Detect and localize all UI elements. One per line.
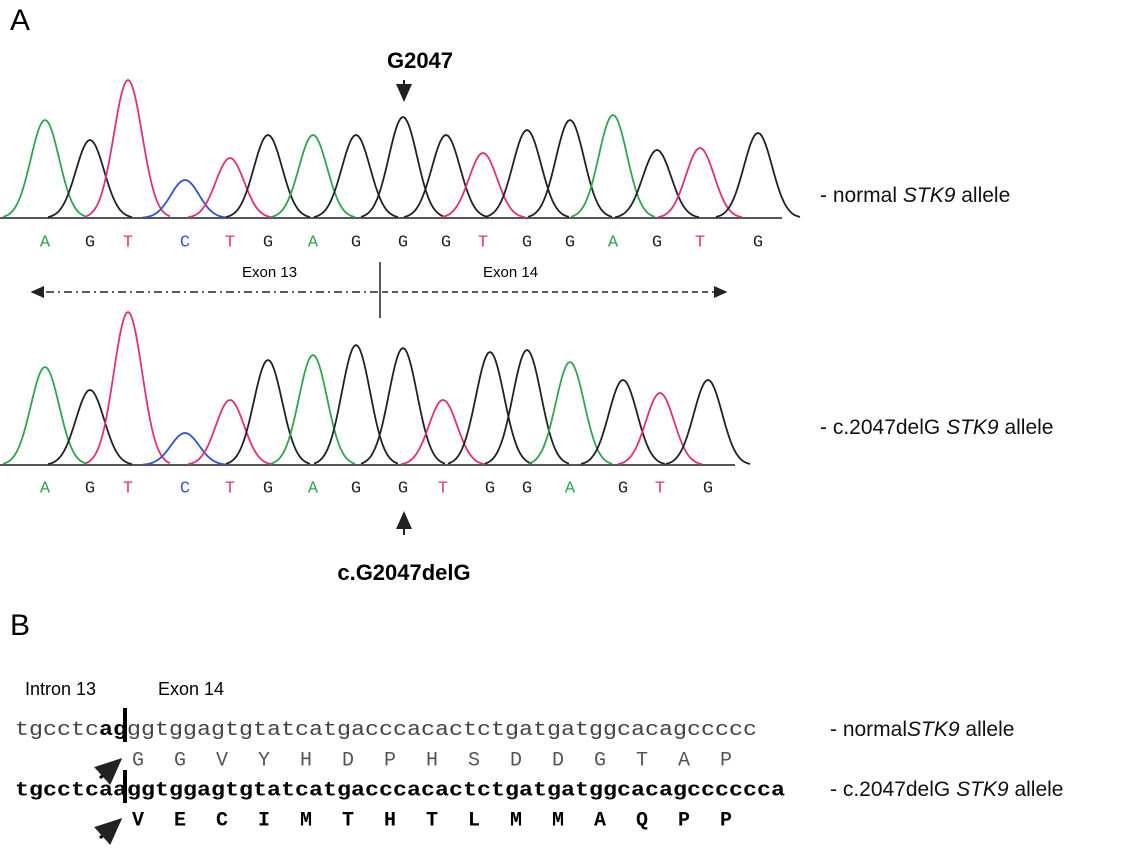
amino-acid: P (720, 809, 732, 832)
amino-acid: P (678, 809, 690, 832)
base-call: T (123, 233, 133, 252)
amino-acid: T (636, 749, 648, 772)
base-call: G (522, 233, 532, 252)
allele-label: - normalSTK9 allele (830, 718, 1014, 741)
amino-acid: E (174, 809, 186, 832)
trace-peak (485, 130, 569, 217)
base-call: A (308, 479, 319, 498)
base-call: A (565, 479, 576, 498)
base-call: G (703, 479, 713, 498)
panel-label: A (10, 4, 30, 37)
amino-acid: H (426, 749, 438, 772)
base-call: A (40, 233, 51, 252)
figure: A G2047 - normal STK9 allele Exon 14 Exo… (0, 0, 1145, 854)
amino-acid: G (132, 749, 144, 772)
panel-label: B (10, 609, 30, 642)
marker-label: G2047 (387, 48, 453, 73)
base-call: T (225, 479, 235, 498)
exon-label: Exon 13 (242, 264, 297, 281)
amino-acid: C (216, 809, 228, 832)
region-label: Exon 14 (158, 679, 224, 699)
base-call: G (85, 233, 95, 252)
trace-peak (48, 390, 132, 464)
base-call: G (618, 479, 628, 498)
amino-acid: Q (636, 809, 648, 832)
mutant-sequence: tgcctcaaggtggagtgtatcatgacccacactctgatga… (15, 779, 785, 802)
exon-label: Exon 14 (483, 264, 538, 281)
amino-acid: A (678, 749, 690, 772)
amino-acid: H (300, 749, 312, 772)
trace-peak (188, 158, 272, 217)
trace-peak (716, 133, 800, 217)
trace-peak (3, 367, 87, 464)
base-call: G (351, 233, 361, 252)
amino-acid: M (300, 809, 312, 832)
base-call: G (485, 479, 495, 498)
trace-peak (571, 115, 655, 217)
base-call: A (308, 233, 319, 252)
amino-acid: D (510, 749, 522, 772)
base-call: G (351, 479, 361, 498)
base-call: T (478, 233, 488, 252)
amino-acid: V (132, 809, 144, 832)
base-call: T (695, 233, 705, 252)
amino-acid: V (216, 749, 228, 772)
amino-acid: M (510, 809, 522, 832)
trace-peak (86, 312, 170, 463)
trace-peak (528, 362, 612, 464)
base-call: T (655, 479, 665, 498)
allele-label: - c.2047delG STK9 allele (820, 416, 1053, 439)
region-label: Intron 13 (25, 679, 96, 699)
base-call: T (438, 479, 448, 498)
base-call: G (652, 233, 662, 252)
splice-arrow (100, 760, 120, 778)
base-call: G (565, 233, 575, 252)
trace-peak (143, 433, 227, 465)
trace-peak (404, 135, 488, 217)
amino-acid: M (552, 809, 564, 832)
trace-peak (86, 80, 170, 216)
amino-acid: S (468, 749, 480, 772)
mutation-label: c.G2047delG (337, 560, 470, 585)
allele-label: - c.2047delG STK9 allele (830, 778, 1063, 801)
amino-acid: G (174, 749, 186, 772)
base-call: G (85, 479, 95, 498)
amino-acid: T (342, 809, 354, 832)
base-call: G (441, 233, 451, 252)
amino-acid: A (594, 809, 606, 832)
base-call: A (608, 233, 619, 252)
base-call: C (180, 479, 190, 498)
base-call: C (180, 233, 190, 252)
trace-peak (441, 153, 525, 217)
trace-peak (48, 140, 132, 217)
base-call: G (398, 479, 408, 498)
base-call: A (40, 479, 51, 498)
amino-acid: Y (258, 749, 270, 772)
base-call: G (753, 233, 763, 252)
trace-peak (314, 345, 398, 464)
trace-peak (314, 135, 398, 217)
trace-peak (3, 120, 87, 217)
trace-peak (528, 120, 612, 217)
amino-acid: D (552, 749, 564, 772)
base-call: G (522, 479, 532, 498)
allele-label: - normal STK9 allele (820, 184, 1010, 207)
trace-peak (188, 400, 272, 464)
splice-arrow (100, 820, 120, 838)
amino-acid: T (426, 809, 438, 832)
amino-acid: G (594, 749, 606, 772)
amino-acid: P (720, 749, 732, 772)
base-call: T (123, 479, 133, 498)
amino-acid: P (384, 749, 396, 772)
base-call: T (225, 233, 235, 252)
amino-acid: D (342, 749, 354, 772)
amino-acid: L (468, 809, 480, 832)
trace-peak (666, 380, 750, 464)
amino-acid: I (258, 809, 270, 832)
base-call: G (263, 479, 273, 498)
base-call: G (398, 233, 408, 252)
amino-acid: H (384, 809, 396, 832)
trace-peak (581, 380, 665, 464)
base-call: G (263, 233, 273, 252)
